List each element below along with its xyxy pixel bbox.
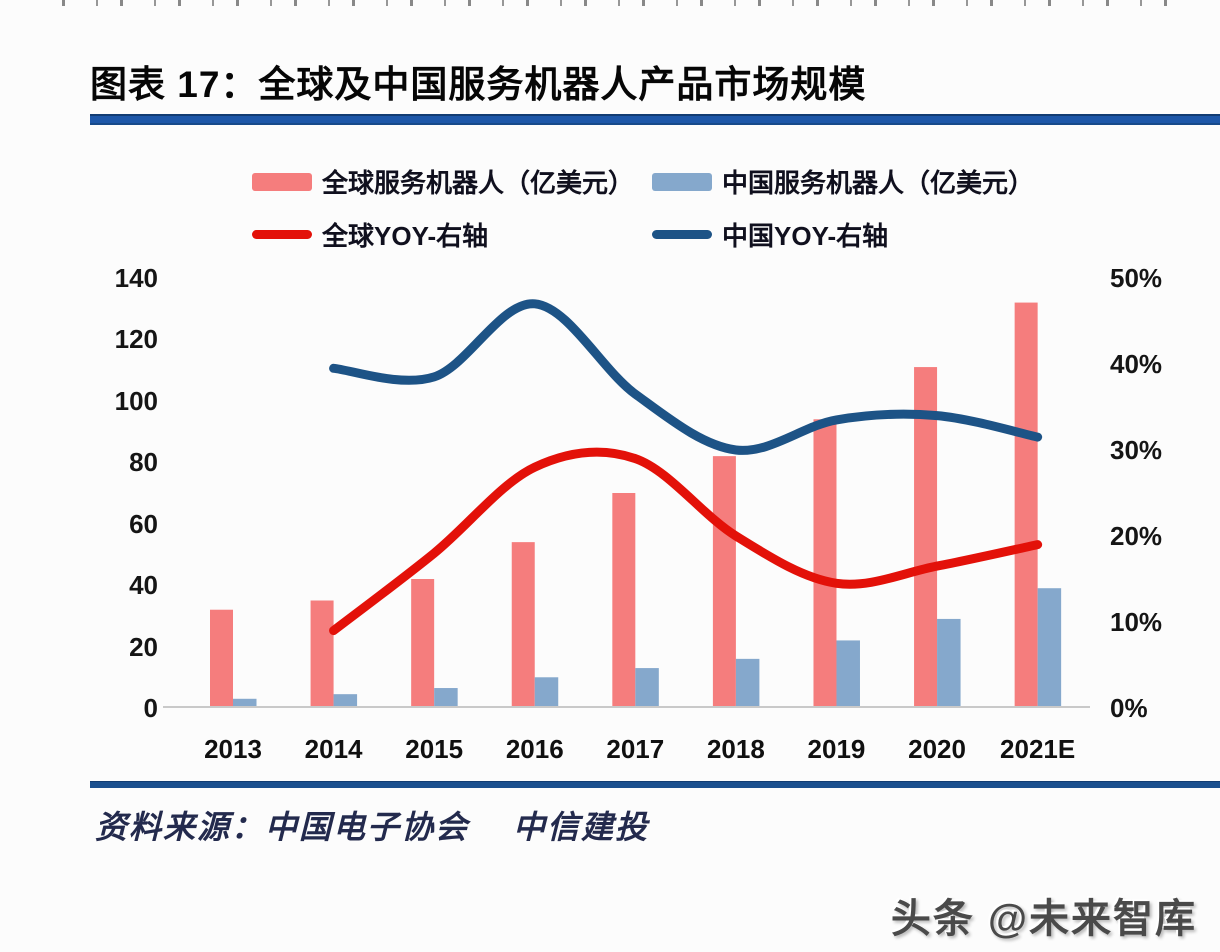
x-axis-label-2013: 2013	[204, 734, 262, 764]
legend-label: 全球YOY-右轴	[322, 221, 489, 251]
global-bar-2020	[914, 367, 938, 708]
left-axis-tick-100: 100	[114, 385, 158, 416]
china-bar-2019	[836, 640, 860, 708]
x-axis-label-2020: 2020	[908, 734, 966, 764]
china-yoy-line	[329, 299, 1043, 455]
toutiao-watermark: 头条 @未来智库	[890, 897, 1197, 941]
left-axis-tick-20: 20	[129, 631, 158, 662]
legend-label: 全球服务机器人（亿美元）	[322, 168, 635, 198]
right-axis-tick-0%: 0%	[1110, 693, 1148, 723]
global-bar-2015	[411, 579, 435, 708]
legend-item-china-bars: 中国服务机器人（亿美元）	[652, 163, 1034, 200]
data-source-note: 资料来源：中国电子协会 中信建投	[95, 809, 650, 845]
right-axis-tick-20%: 20%	[1110, 521, 1163, 551]
china-bar-2021E	[1037, 588, 1062, 708]
china-bar-swatch-icon	[652, 172, 712, 191]
china-line-swatch-icon	[652, 230, 712, 239]
right-y-axis: 0% 10% 20% 30% 40% 50%	[1110, 263, 1190, 723]
global-yoy-line	[329, 447, 1043, 636]
left-axis-tick-140: 140	[114, 263, 158, 293]
global-bar-2016	[511, 542, 535, 708]
title-divider-rule	[90, 114, 1220, 125]
global-bar-2017	[612, 493, 636, 708]
legend-item-global-yoy-line: 全球YOY-右轴	[252, 216, 488, 253]
china-bar-2016	[534, 677, 559, 708]
global-bar-2018	[712, 456, 736, 708]
global-bar-2013	[210, 609, 233, 708]
right-axis-tick-40%: 40%	[1110, 349, 1163, 379]
left-axis-tick-0: 0	[143, 693, 158, 723]
x-axis: 2013 2014 2015 2016 2017 2018 2019 2020 2021E	[163, 728, 1090, 768]
global-bar-swatch-icon	[252, 172, 312, 191]
left-axis-tick-60: 60	[129, 508, 158, 539]
legend-item-global-bars: 全球服务机器人（亿美元）	[252, 163, 634, 200]
global-bar-2014	[310, 600, 334, 708]
china-bar-2018	[735, 658, 760, 708]
china-bar-2020	[937, 618, 961, 708]
china-bar-2017	[635, 668, 659, 708]
global-bar-2019	[813, 419, 837, 708]
right-axis-tick-10%: 10%	[1110, 607, 1163, 637]
x-axis-label-2014: 2014	[304, 734, 363, 764]
china-bar-2014	[333, 694, 358, 708]
x-axis-label-2017: 2017	[606, 734, 665, 764]
x-axis-label-2015: 2015	[405, 734, 464, 764]
legend-label: 中国YOY-右轴	[722, 221, 889, 251]
global-bar-2021E	[1014, 302, 1038, 708]
combo-chart-canvas	[163, 299, 1090, 708]
left-axis-tick-80: 80	[129, 447, 158, 478]
china-bar-2013	[233, 698, 257, 708]
x-axis-label-2021E: 2021E	[1000, 734, 1076, 764]
right-axis-tick-30%: 30%	[1110, 435, 1163, 465]
plot-area	[163, 278, 1090, 708]
legend-label: 中国服务机器人（亿美元）	[722, 168, 1035, 198]
x-axis-label-2019: 2019	[807, 734, 866, 764]
right-axis-tick-50%: 50%	[1110, 263, 1163, 293]
left-y-axis: 0 20 40 60 80 100 120 140	[86, 263, 158, 723]
global-line-swatch-icon	[252, 230, 312, 239]
x-axis-label-2018: 2018	[706, 734, 765, 764]
chart-title: 图表 17：全球及中国服务机器人产品市场规模	[90, 64, 867, 105]
legend-item-china-yoy-line: 中国YOY-右轴	[652, 216, 888, 253]
x-axis-label-2016: 2016	[505, 734, 564, 764]
left-axis-tick-120: 120	[114, 324, 158, 355]
cropped-text-fragments	[62, 0, 1192, 6]
footer-divider-rule	[90, 781, 1220, 788]
left-axis-tick-40: 40	[129, 570, 158, 601]
china-bar-2015	[434, 688, 458, 708]
